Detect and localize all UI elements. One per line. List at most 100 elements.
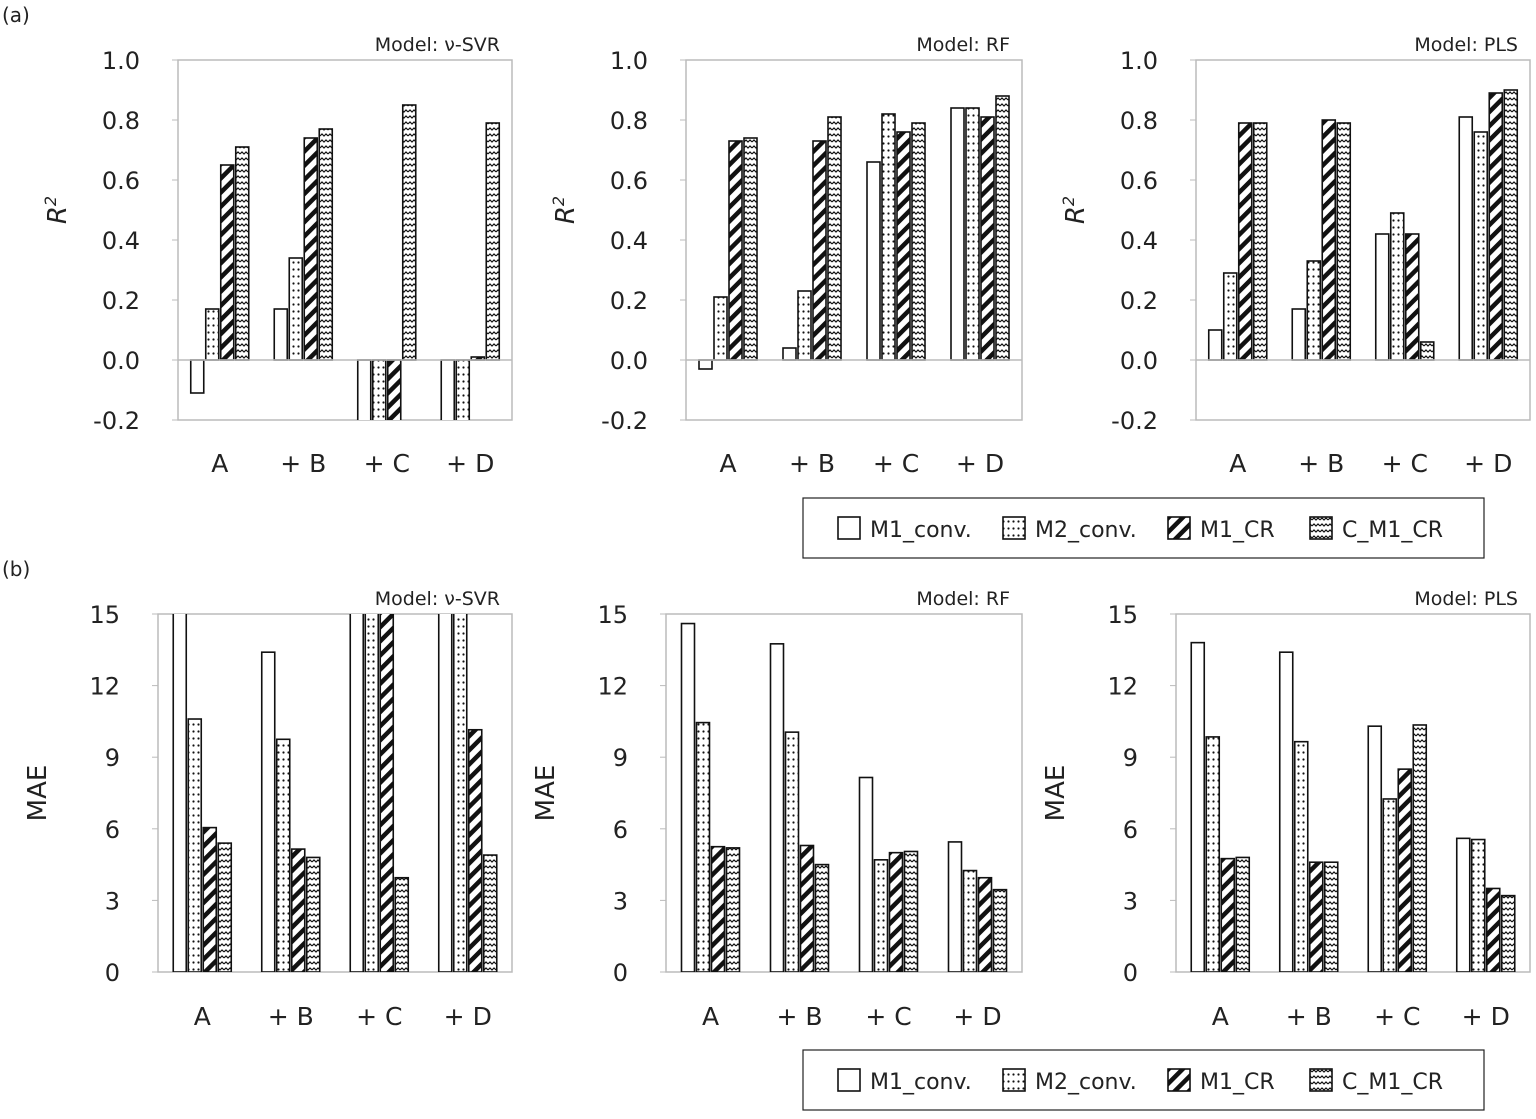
x-tick-label: + B [789, 449, 835, 478]
bar-m1-cr [980, 116, 995, 361]
bar-m2-conv- [873, 859, 889, 972]
y-tick-label: 3 [1123, 887, 1138, 915]
x-tick-label: + C [1374, 1002, 1420, 1031]
bar-m2-conv- [275, 738, 291, 972]
bar-m2-conv- [1222, 272, 1238, 361]
legend-swatch [1167, 1068, 1191, 1092]
bar-m1-cr [467, 728, 483, 972]
legend-label: C_M1_CR [1342, 518, 1443, 543]
x-tick-label: A [702, 1002, 719, 1031]
x-tick-label: + B [280, 449, 326, 478]
y-tick-label: -0.2 [93, 407, 140, 435]
bar-m1-conv- [1207, 329, 1223, 361]
y-tick-label: 0.4 [102, 227, 140, 255]
x-tick-label: + D [953, 1002, 1001, 1031]
y-tick-label: 0.0 [610, 347, 648, 375]
bar-m1-cr [977, 876, 993, 972]
bar-c-m1-cr [305, 856, 321, 972]
chart-panel: 1.0 0.8 0.6 0.4 0.2 0.0 -0.2 Model: ν-SVR R2 A + B… [41, 34, 513, 478]
y-tick-label: 12 [1107, 673, 1138, 701]
x-tick-label: A [211, 449, 228, 478]
legend-label: M1_conv. [870, 1070, 972, 1095]
bar-m2-conv- [1293, 740, 1309, 972]
legend-swatch [1167, 516, 1191, 540]
chart-title: Model: ν-SVR [375, 588, 500, 610]
y-tick-label: 1.0 [610, 47, 648, 75]
panel-label-a: (a) [2, 3, 30, 27]
bar-c-m1-cr [1252, 122, 1268, 361]
bar-m1-conv- [1367, 725, 1383, 972]
bar-m1-cr [710, 845, 726, 972]
y-tick-label: 0.8 [610, 107, 648, 135]
y-tick-label: 0.0 [1120, 347, 1158, 375]
bar-m2-conv- [965, 107, 980, 361]
legend-label: M2_conv. [1035, 518, 1137, 543]
y-tick-label: 0.8 [1120, 107, 1158, 135]
bar-m1-conv- [440, 359, 456, 420]
bar-m1-cr [1485, 887, 1501, 972]
bar-m1-cr [1220, 857, 1236, 972]
bar-c-m1-cr [1323, 861, 1339, 972]
bar-m2-conv- [364, 614, 380, 972]
bar-m1-cr [379, 614, 395, 972]
y-tick-label: 0.4 [610, 227, 648, 255]
x-tick-label: + D [1462, 1002, 1510, 1031]
bar-m1-conv- [172, 614, 188, 972]
bar-c-m1-cr [725, 847, 741, 972]
chart-title: Model: RF [916, 34, 1010, 56]
y-axis-label: R2 [1059, 196, 1091, 224]
bar-m2-conv- [695, 721, 711, 972]
bar-m1-conv- [1291, 308, 1307, 361]
y-tick-label: -0.2 [601, 407, 648, 435]
y-tick-label: 0.6 [610, 167, 648, 195]
y-tick-label: 0 [105, 959, 120, 987]
x-tick-label: + B [776, 1002, 822, 1031]
bar-c-m1-cr [234, 146, 250, 361]
y-tick-label: 12 [89, 673, 120, 701]
x-tick-label: + B [1298, 449, 1344, 478]
y-tick-label: 1.0 [1120, 47, 1158, 75]
y-axis-label: MAE [1041, 765, 1071, 822]
legend-swatch [1309, 1068, 1333, 1092]
y-tick-label: 0.6 [102, 167, 140, 195]
chart-panel: 1.0 0.8 0.6 0.4 0.2 0.0 -0.2 Model: PLS R2 A + B + … [1059, 34, 1531, 478]
y-tick-label: 6 [613, 816, 628, 844]
bar-c-m1-cr [903, 850, 919, 972]
legend-swatch [837, 516, 861, 540]
legend-label: C_M1_CR [1342, 1070, 1443, 1095]
legend-swatch [1002, 1068, 1026, 1092]
bar-c-m1-cr [1503, 89, 1519, 361]
chart-panel: 15 12 9 6 3 0 Model: ν-SVR MAE A + B + C + D [23, 588, 513, 1031]
legend-label: M1_CR [1200, 518, 1275, 543]
x-tick-label: + D [444, 1002, 492, 1031]
chart-title: Model: PLS [1414, 588, 1518, 610]
bar-m1-cr [1397, 768, 1413, 972]
chart-panel: 15 12 9 6 3 0 Model: RF MAE A + B + C + D [531, 588, 1023, 1031]
y-axis-label: R2 [41, 196, 73, 224]
legend: M1_conv. M2_conv. M1_CR C_M1_CR [802, 497, 1485, 559]
x-tick-label: A [194, 1002, 211, 1031]
bar-m1-conv- [950, 107, 965, 361]
bar-c-m1-cr [743, 137, 758, 361]
bar-m1-cr [1404, 233, 1420, 361]
x-tick-label: + C [873, 449, 919, 478]
bar-m2-conv- [371, 359, 387, 420]
legend-swatch [1002, 516, 1026, 540]
bar-m2-conv- [1382, 798, 1398, 972]
bar-m1-cr [303, 137, 319, 361]
bar-c-m1-cr [992, 888, 1008, 972]
chart-title: Model: RF [916, 588, 1010, 610]
y-tick-label: 15 [1107, 601, 1138, 629]
bar-m2-conv- [455, 359, 471, 420]
y-tick-label: 0.8 [102, 107, 140, 135]
bar-m1-cr [888, 851, 904, 972]
bar-c-m1-cr [401, 104, 417, 361]
y-tick-label: 15 [89, 601, 120, 629]
bar-m1-cr [1237, 122, 1253, 361]
bar-m1-conv- [1374, 233, 1390, 361]
bar-c-m1-cr [394, 876, 410, 972]
legend-label: M1_CR [1200, 1070, 1275, 1095]
y-tick-label: 0.4 [1120, 227, 1158, 255]
x-tick-label: + B [268, 1002, 314, 1031]
